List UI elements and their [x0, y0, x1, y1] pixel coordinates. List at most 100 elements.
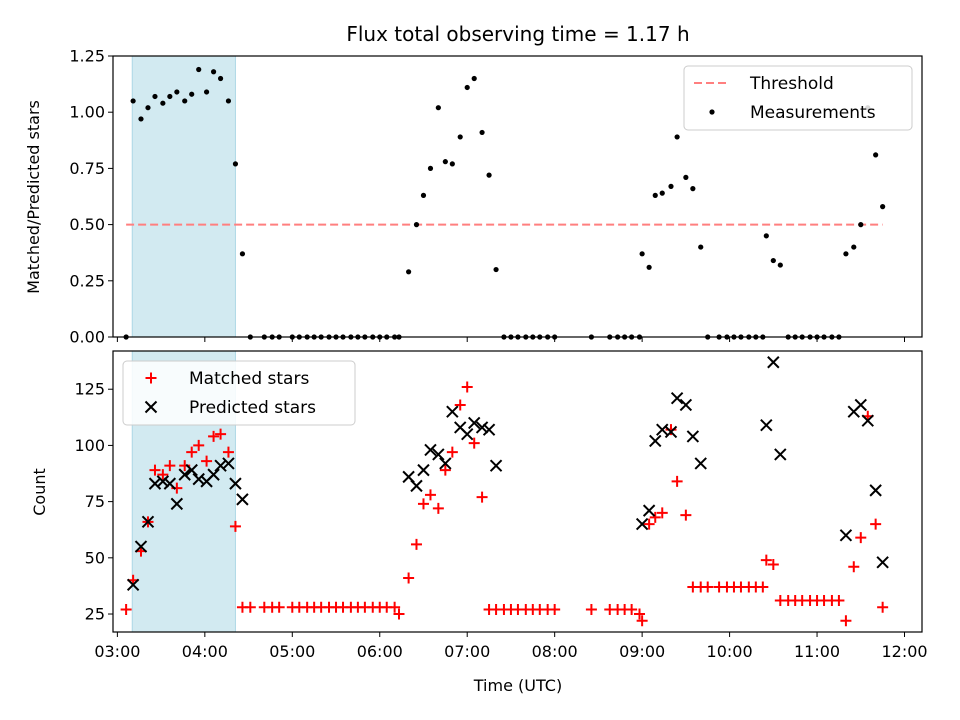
data-point [468, 416, 481, 430]
data-point [389, 601, 401, 613]
data-point [134, 540, 148, 553]
data-point [643, 518, 655, 530]
data-point [493, 266, 499, 273]
data-point [417, 463, 430, 477]
y-tick-label: 25 [85, 605, 105, 624]
data-point [585, 604, 597, 616]
x-tick-label: 07:00 [444, 642, 490, 661]
x-tick-label: 04:00 [182, 642, 228, 661]
data-point [178, 468, 191, 481]
data-point [486, 172, 492, 178]
data-point [446, 446, 458, 458]
data-point [880, 204, 886, 210]
legend-label: Threshold [749, 74, 834, 94]
legend: Matched stars Predicted stars [122, 360, 356, 426]
data-point [432, 502, 444, 514]
data-point [185, 463, 198, 477]
data-point [208, 430, 220, 442]
x-tick-label: 12:00 [881, 642, 927, 661]
data-point [854, 398, 867, 412]
data-point [763, 233, 769, 239]
data-point [186, 446, 198, 458]
data-point [777, 262, 783, 268]
data-point [479, 129, 485, 136]
data-point [126, 578, 140, 591]
data-point [174, 89, 180, 95]
data-point [417, 498, 429, 510]
data-point [170, 497, 184, 511]
data-point [420, 192, 427, 198]
data-point [649, 434, 662, 448]
data-point [156, 475, 170, 488]
data-point [690, 186, 696, 192]
data-point [489, 459, 503, 472]
data-point [461, 427, 474, 441]
data-point [163, 477, 177, 490]
data-point [855, 532, 867, 544]
data-point [873, 152, 879, 158]
data-point [683, 174, 689, 180]
data-point [770, 257, 776, 264]
data-point [840, 615, 852, 627]
data-point [877, 601, 889, 613]
data-point [774, 448, 787, 461]
data-point [225, 98, 232, 104]
x-tick-label: 10:00 [707, 642, 753, 661]
data-point [424, 489, 436, 501]
data-point [702, 581, 714, 593]
top-y-axis-label: Matched/Predicted stars [24, 100, 43, 294]
data-point [442, 159, 448, 165]
data-point [767, 559, 779, 571]
data-point [635, 517, 649, 531]
data-point [403, 572, 415, 584]
data-point [439, 464, 451, 476]
data-point [164, 460, 176, 472]
data-point [843, 251, 849, 257]
plot-frame [112, 55, 923, 338]
data-point [482, 423, 496, 436]
x-axis-label: Time (UTC) [473, 676, 562, 695]
y-tick-label: 50 [85, 548, 105, 567]
data-point [549, 604, 561, 616]
plot-frame [112, 350, 923, 633]
data-point [215, 428, 227, 440]
y-tick-label: 100 [74, 436, 105, 455]
data-point [232, 161, 239, 167]
data-point [869, 484, 882, 497]
data-point [141, 515, 155, 529]
data-point [833, 595, 845, 607]
data-point [858, 222, 864, 228]
data-point [468, 437, 480, 449]
data-point [449, 161, 455, 167]
data-point [138, 116, 144, 122]
data-point [406, 269, 412, 275]
y-tick-label: 1.25 [69, 47, 105, 66]
data-point [665, 424, 677, 436]
data-point [760, 418, 773, 432]
data-point [639, 251, 645, 257]
x-tick-label: 08:00 [532, 642, 578, 661]
data-point [439, 457, 452, 470]
legend-swatch [145, 372, 157, 384]
data-point [196, 66, 202, 73]
data-point [120, 604, 132, 616]
data-point [656, 507, 668, 519]
data-point [192, 472, 205, 486]
data-point [851, 244, 857, 250]
bottom-y-axis-label: Count [30, 468, 49, 516]
legend-swatch [144, 400, 158, 414]
data-point [435, 105, 441, 111]
data-point [694, 457, 707, 470]
data-point [461, 381, 473, 393]
data-point [680, 509, 692, 521]
data-point [236, 493, 249, 506]
data-point [649, 511, 661, 523]
data-point [148, 477, 162, 490]
data-point [861, 414, 874, 427]
data-point [760, 554, 772, 566]
data-point [424, 443, 437, 457]
data-point [410, 479, 423, 493]
data-point [659, 190, 665, 196]
y-tick-label: 75 [85, 492, 105, 511]
